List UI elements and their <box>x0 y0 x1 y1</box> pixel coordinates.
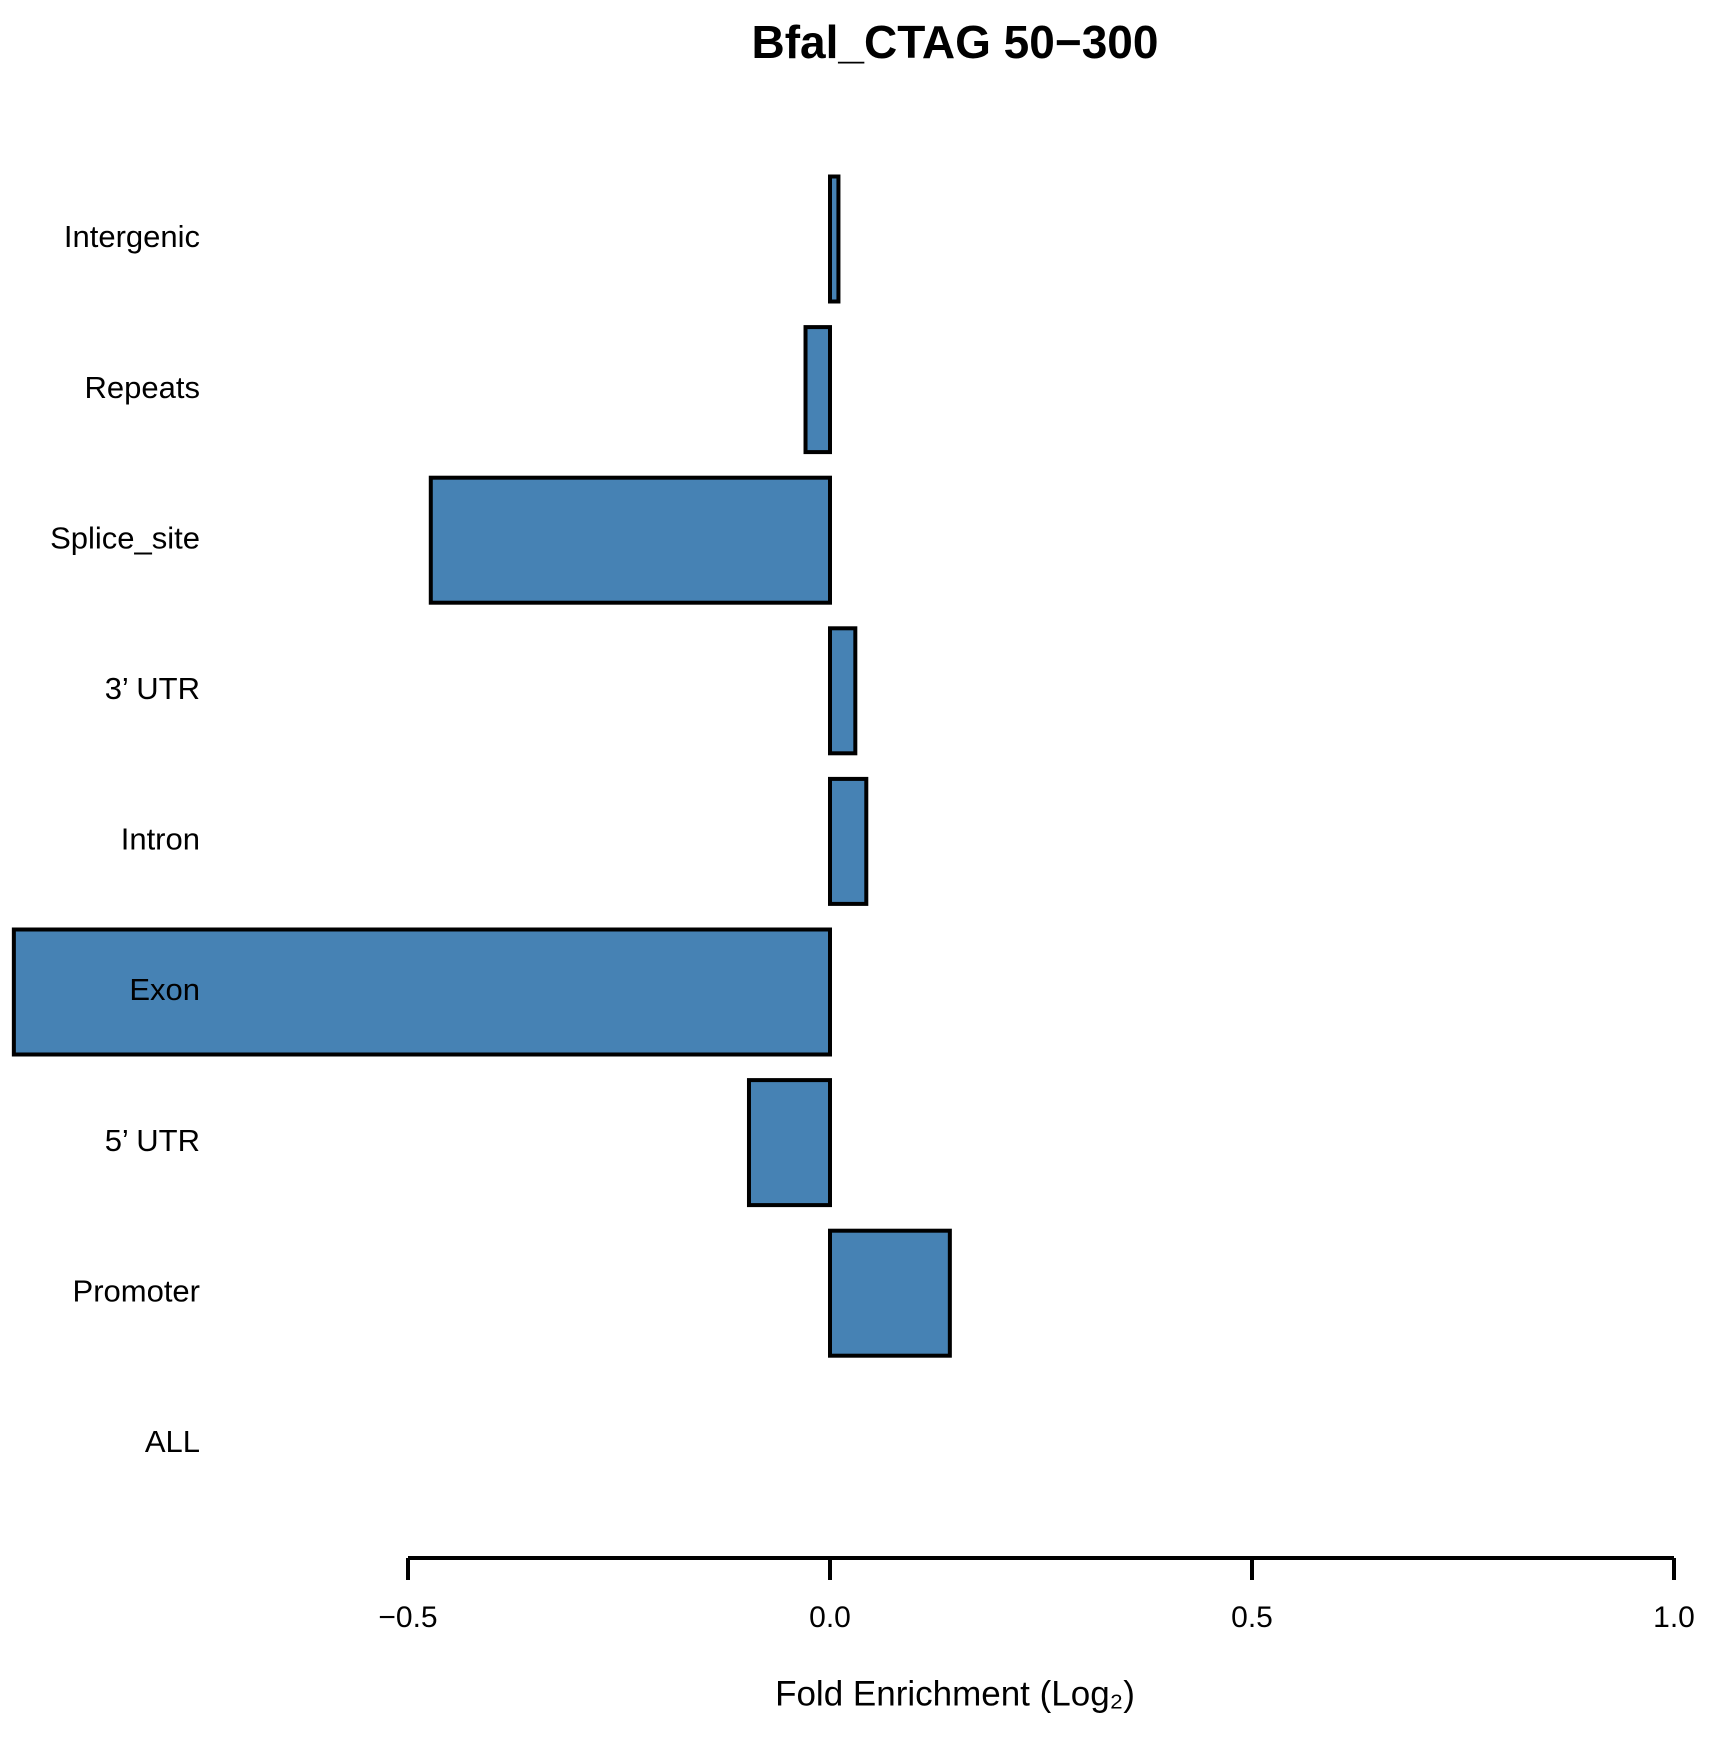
y-tick-label: Intron <box>121 822 200 857</box>
y-tick-label: Exon <box>129 972 200 1007</box>
x-axis-label: Fold Enrichment (Log₂) <box>775 1674 1135 1713</box>
chart-title: Bfal_CTAG 50−300 <box>752 16 1159 68</box>
y-tick-label: Splice_site <box>50 520 200 555</box>
y-tick-label: ALL <box>145 1424 200 1459</box>
x-tick-label: −0.5 <box>378 1601 437 1634</box>
y-tick-label: Promoter <box>73 1273 200 1308</box>
bar <box>828 776 869 906</box>
bar <box>746 1078 833 1208</box>
x-tick-label: 1.0 <box>1653 1601 1695 1634</box>
bar <box>828 174 841 304</box>
bar <box>803 325 832 455</box>
y-tick-label: 5’ UTR <box>105 1123 200 1158</box>
bar <box>828 1228 952 1358</box>
x-tick-label: 0.0 <box>809 1601 851 1634</box>
x-tick-label: 0.5 <box>1231 1601 1273 1634</box>
bar <box>428 475 832 605</box>
bar <box>828 626 858 756</box>
bar <box>11 927 833 1057</box>
y-tick-label: Intergenic <box>64 219 200 254</box>
y-tick-label: Repeats <box>85 370 200 405</box>
y-tick-label: 3’ UTR <box>105 671 200 706</box>
